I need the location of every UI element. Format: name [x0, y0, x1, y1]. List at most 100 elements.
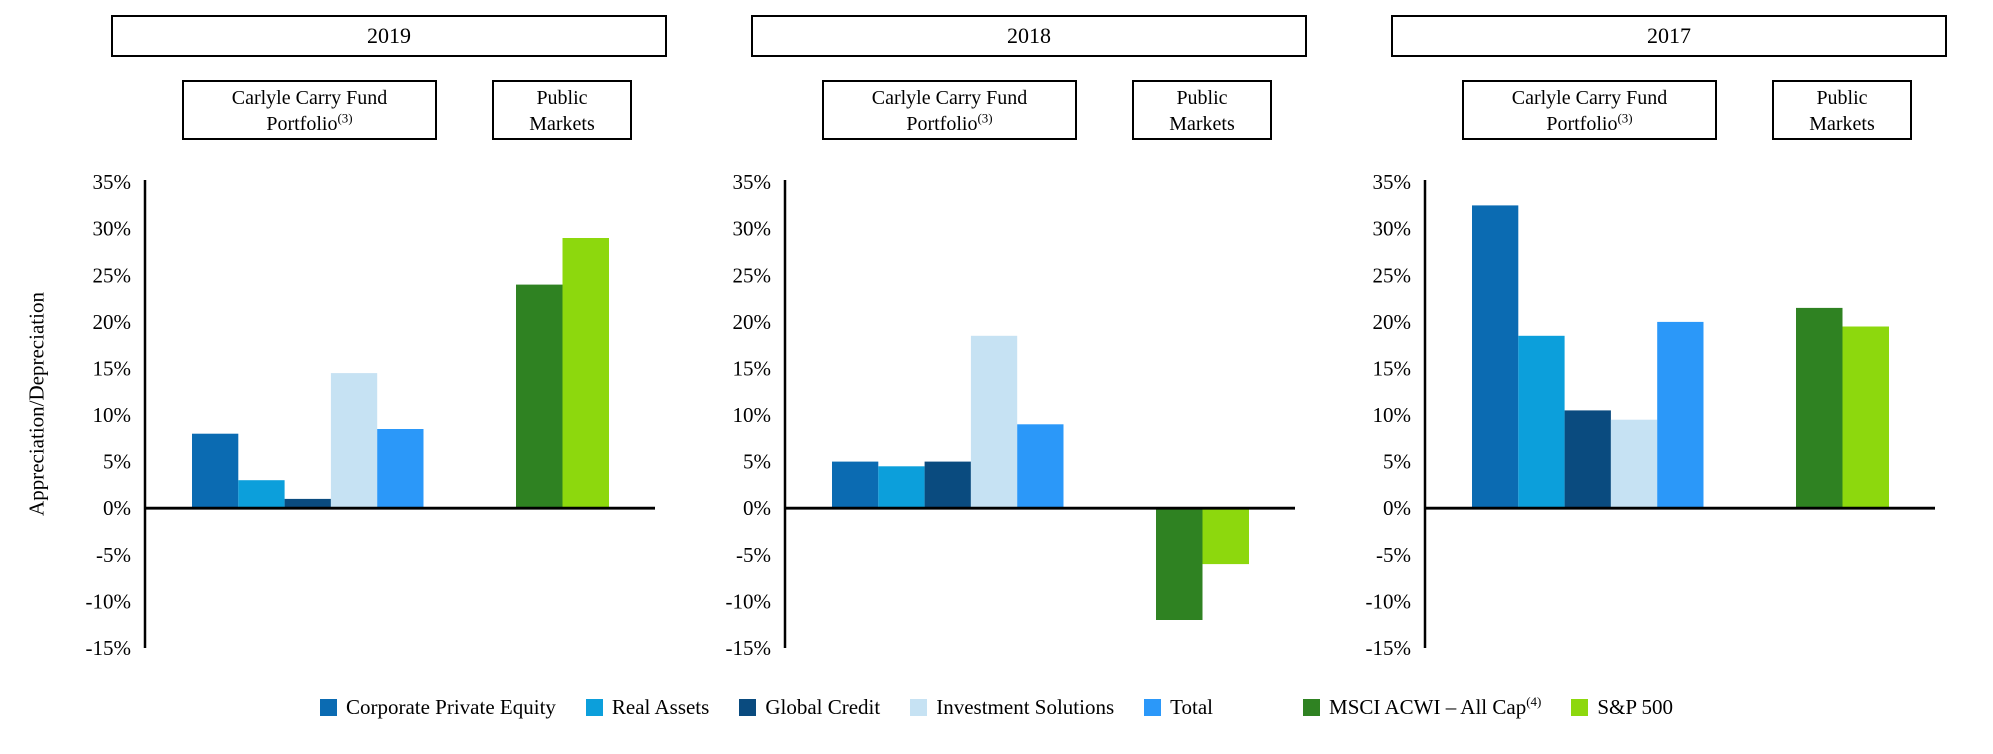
y-tick-label-35pct: 35%	[93, 170, 132, 194]
y-tick-label-0pct: 0%	[743, 496, 771, 520]
bar-investment-solutions-2017	[1610, 419, 1658, 509]
legend-label: S&P 500	[1597, 695, 1674, 719]
bar-msci-acwi-all-cap-4-2018	[1156, 508, 1203, 620]
y-tick-label-20pct: 20%	[93, 310, 132, 334]
bar-s-p-500-2019	[562, 238, 609, 509]
legend-label: Corporate Private Equity	[345, 695, 556, 719]
year-header-2019: 2019	[111, 15, 667, 57]
legend-label: Global Credit	[765, 695, 881, 719]
y-tick-label-30pct: 30%	[1373, 217, 1412, 241]
y-tick-label-25pct: 25%	[93, 263, 132, 287]
legend-item-s-p-500: S&P 500	[1571, 695, 1673, 720]
public-markets-label-line1: Public	[1176, 87, 1228, 109]
y-tick-label-15pct: 15%	[93, 356, 132, 380]
year-label: 2019	[367, 23, 411, 48]
y-tick-label-20pct: 20%	[733, 310, 772, 334]
year-header-2017: 2017	[1391, 15, 1947, 57]
bar-chart-2017: 35% 30% 25% 20% 15% 10% 5% 0% -5% -10% -15%	[1366, 170, 1935, 660]
legend-swatch-corporate-private-equity	[319, 699, 337, 716]
y-tick-label--5pct: -5%	[736, 543, 771, 567]
bar-global-credit-2017	[1564, 410, 1611, 509]
public-markets-label-line2: Markets	[1809, 113, 1875, 135]
y-tick-label-15pct: 15%	[733, 356, 772, 380]
y-tick-label--15pct: -15%	[86, 636, 132, 660]
chart-panel-2019: 2019 Carlyle Carry Fund Portfolio(3) Pub…	[0, 0, 670, 700]
footnote-4-marker: (4)	[1526, 694, 1542, 709]
y-tick-label-5pct: 5%	[743, 450, 771, 474]
carry-fund-label-line2: Portfolio(3)	[906, 110, 993, 135]
legend-swatch-msci-acwi-all-cap	[1303, 699, 1321, 716]
bar-msci-acwi-all-cap-4-2017	[1796, 307, 1843, 509]
y-tick-label-35pct: 35%	[1373, 170, 1412, 194]
bar-real-assets-2019	[238, 480, 285, 509]
year-label: 2017	[1647, 23, 1691, 48]
bar-msci-acwi-all-cap-4-2019	[516, 284, 563, 509]
y-tick-label-20pct: 20%	[1373, 310, 1412, 334]
bar-investment-solutions-2018	[970, 335, 1018, 509]
y-tick-label-0pct: 0%	[103, 496, 131, 520]
y-tick-label-10pct: 10%	[93, 403, 132, 427]
y-tick-label-10pct: 10%	[733, 403, 772, 427]
carry-fund-label-box: Carlyle Carry Fund Portfolio(3)	[1462, 80, 1717, 140]
legend-label: MSCI ACWI – All Cap(4)	[1329, 694, 1542, 719]
y-tick-label--5pct: -5%	[96, 543, 131, 567]
carry-fund-label-line1: Carlyle Carry Fund	[231, 87, 388, 109]
legend-label: Total	[1170, 695, 1214, 719]
legend-label: Investment Solutions	[936, 695, 1115, 719]
legend: Corporate Private Equity Real Assets Globa…	[0, 695, 1993, 720]
carry-fund-label-box: Carlyle Carry Fund Portfolio(3)	[822, 80, 1077, 140]
public-markets-label-line2: Markets	[1169, 113, 1235, 135]
bar-s-p-500-2017	[1842, 326, 1889, 509]
bar-corporate-private-equity-2018	[832, 461, 879, 509]
carry-fund-label-box: Carlyle Carry Fund Portfolio(3)	[182, 80, 437, 140]
chart-panel-2017: 2017 Carlyle Carry Fund Portfolio(3) Pub…	[1280, 0, 1950, 700]
y-tick-label-5pct: 5%	[1383, 450, 1411, 474]
y-tick-label-30pct: 30%	[733, 217, 772, 241]
bar-real-assets-2017	[1518, 335, 1565, 509]
public-markets-label-line2: Markets	[529, 113, 595, 135]
legend-swatch-real-assets	[585, 699, 603, 716]
year-header-2018: 2018	[751, 15, 1307, 57]
y-tick-label--10pct: -10%	[1366, 589, 1412, 613]
y-tick-label-25pct: 25%	[733, 263, 772, 287]
y-tick-label-30pct: 30%	[93, 217, 132, 241]
y-tick-label-10pct: 10%	[1373, 403, 1412, 427]
carry-fund-label-line1: Carlyle Carry Fund	[1511, 87, 1668, 109]
bar-chart-2019: 35% 30% 25% 20% 15% 10% 5% 0% -5% -10% -15%	[86, 170, 655, 660]
footnote-3-marker: (3)	[1617, 110, 1633, 126]
bar-global-credit-2018	[924, 461, 971, 509]
footnote-3-marker: (3)	[337, 110, 353, 126]
bar-global-credit-2019	[284, 498, 331, 509]
y-tick-label--15pct: -15%	[1366, 636, 1412, 660]
legend-item-total: Total	[1144, 695, 1213, 720]
bar-chart-2018: 35% 30% 25% 20% 15% 10% 5% 0% -5% -10% -15%	[726, 170, 1295, 660]
bar-real-assets-2018	[878, 466, 925, 509]
bar-total-2018	[1017, 424, 1064, 509]
legend-label: Real Assets	[611, 695, 710, 719]
legend-swatch-investment-solutions	[910, 699, 928, 716]
bar-total-2017	[1657, 321, 1704, 509]
public-markets-label-box: Public Markets	[1772, 80, 1912, 140]
carry-fund-label-line1: Carlyle Carry Fund	[871, 87, 1028, 109]
legend-swatch-s-p-500	[1571, 699, 1589, 716]
y-tick-label-15pct: 15%	[1373, 356, 1412, 380]
y-tick-label--5pct: -5%	[1376, 543, 1411, 567]
y-tick-label-0pct: 0%	[1383, 496, 1411, 520]
footnote-3-marker: (3)	[977, 110, 993, 126]
public-markets-label-line1: Public	[536, 87, 588, 109]
bar-corporate-private-equity-2017	[1472, 205, 1519, 509]
y-tick-label--10pct: -10%	[726, 589, 772, 613]
carry-fund-label-line2: Portfolio(3)	[1546, 110, 1633, 135]
y-tick-label--15pct: -15%	[726, 636, 772, 660]
legend-item-corporate-private-equity: Corporate Private Equity	[319, 695, 556, 720]
legend-swatch-total	[1144, 699, 1162, 716]
carry-fund-label-line2: Portfolio(3)	[266, 110, 353, 135]
y-tick-label-35pct: 35%	[733, 170, 772, 194]
legend-item-global-credit: Global Credit	[739, 695, 880, 720]
year-label: 2018	[1007, 23, 1051, 48]
public-markets-label-line1: Public	[1816, 87, 1868, 109]
y-tick-label-5pct: 5%	[103, 450, 131, 474]
bar-s-p-500-2018	[1202, 508, 1249, 565]
bar-corporate-private-equity-2019	[192, 433, 239, 509]
